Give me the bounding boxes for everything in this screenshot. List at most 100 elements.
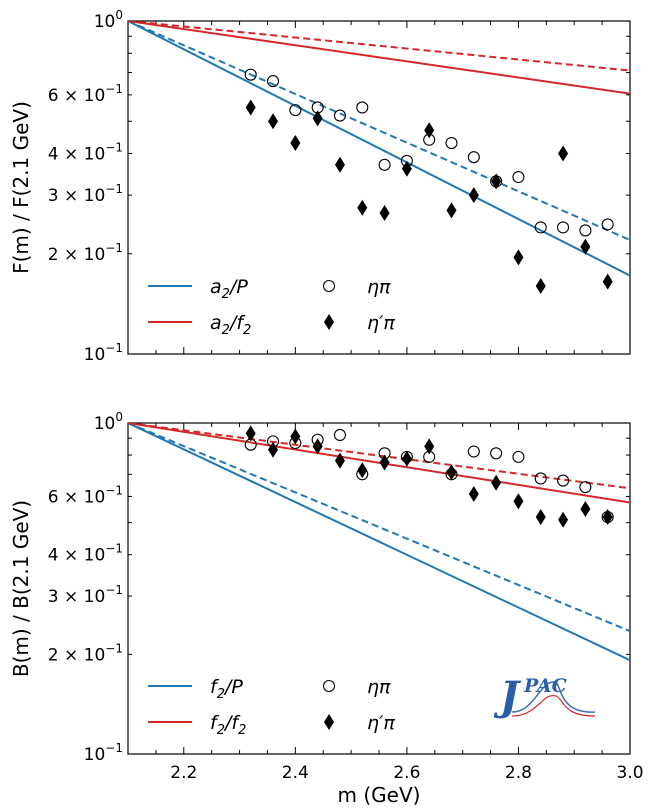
y-tick-label-base: 3 × 10 — [48, 186, 106, 206]
point-etaprime-pi-7 — [401, 450, 412, 467]
point-eta-pi-15 — [579, 224, 592, 237]
point-etaprime-pi-13 — [535, 278, 546, 295]
point-etaprime-pi-2 — [290, 428, 301, 445]
y-tick-label-exp: −1 — [105, 542, 123, 556]
legend-label-eta-pi: ηπ — [367, 676, 391, 698]
y-tick-label-exp: −1 — [105, 141, 123, 155]
plot-area — [128, 21, 630, 295]
point-eta-pi-16 — [601, 218, 614, 231]
legend-label-etaprime-pi: η′π — [367, 712, 395, 734]
legend-label-1-tail: /P — [223, 676, 243, 698]
legend-label-1-base: a — [210, 276, 222, 298]
legend-marker-diamond — [324, 714, 334, 730]
y-tick-label: 4 × 10−1 — [48, 141, 123, 165]
series-line-3 — [128, 423, 630, 490]
point-etaprime-pi-12 — [513, 249, 524, 266]
point-etaprime-pi-11 — [491, 173, 502, 190]
y-tick-label: 100 — [94, 8, 123, 32]
y-axis-label: B(m) / B(2.1 GeV) — [9, 500, 33, 677]
legend-label-2-sub2: 2 — [238, 723, 246, 738]
point-etaprime-pi-3 — [312, 438, 323, 455]
x-tick-label: 3.0 — [616, 763, 643, 783]
point-etaprime-pi-6 — [379, 454, 390, 471]
point-etaprime-pi-11 — [491, 474, 502, 491]
legend-label-2-mid: /f — [223, 712, 241, 734]
y-tick-label: 3 × 10−1 — [48, 182, 123, 206]
point-etaprime-pi-2 — [290, 135, 301, 152]
point-eta-pi-1 — [266, 75, 280, 88]
legend-marker-diamond — [324, 314, 334, 330]
legend-label-eta-pi: ηπ — [367, 276, 391, 298]
legend-marker-circle — [322, 679, 336, 693]
point-eta-pi-2 — [289, 104, 302, 117]
point-etaprime-pi-13 — [535, 509, 546, 526]
series-line-2 — [128, 423, 630, 504]
legend-label-2-base: a — [210, 312, 222, 334]
point-etaprime-pi-10 — [468, 187, 479, 204]
y-tick-label: 10−1 — [84, 741, 123, 765]
y-tick-label-exp: 0 — [115, 410, 123, 424]
y-tick-label: 4 × 10−1 — [48, 542, 123, 566]
point-eta-pi-12 — [512, 450, 525, 463]
point-etaprime-pi-4 — [334, 156, 345, 173]
point-eta-pi-0 — [244, 68, 257, 81]
y-tick-label-base: 10 — [84, 745, 106, 765]
y-tick-label-base: 3 × 10 — [48, 587, 106, 607]
y-tick-label-base: 10 — [94, 414, 116, 434]
y-tick-label: 2 × 10−1 — [48, 241, 123, 265]
point-etaprime-pi-0 — [245, 425, 256, 442]
y-tick-label-base: 6 × 10 — [48, 86, 106, 106]
logo-curve-red — [511, 695, 596, 717]
point-eta-pi-15 — [579, 481, 592, 494]
x-tick-label: 2.8 — [505, 763, 532, 783]
point-etaprime-pi-0 — [245, 99, 256, 116]
point-eta-pi-13 — [534, 472, 547, 485]
point-etaprime-pi-5 — [357, 199, 368, 216]
point-eta-pi-6 — [378, 158, 391, 171]
point-eta-pi-12 — [512, 170, 525, 184]
legend-label-2-sub: 2 — [217, 723, 225, 738]
legend-label-2-sub2: 2 — [243, 323, 251, 338]
legend-label-2: f2/f2 — [210, 712, 246, 738]
point-etaprime-pi-6 — [379, 205, 390, 222]
y-tick-label-base: 2 × 10 — [48, 645, 106, 665]
point-etaprime-pi-16 — [602, 509, 613, 526]
logo-letters-pac: PAC — [523, 675, 567, 697]
legend-label-etaprime-pi: η′π — [367, 312, 395, 334]
point-etaprime-pi-14 — [558, 145, 569, 162]
series-line-1 — [128, 21, 630, 241]
legend-label-1-tail: /P — [228, 276, 248, 298]
point-etaprime-pi-16 — [602, 273, 613, 290]
point-eta-pi-5 — [356, 101, 369, 114]
legend-label-1-sub: 2 — [217, 687, 225, 702]
logo-letter-j: J — [493, 673, 522, 720]
y-tick-label: 6 × 10−1 — [48, 483, 123, 507]
point-etaprime-pi-1 — [268, 441, 279, 458]
plot-frame — [127, 20, 631, 355]
logo-curve-blue — [511, 681, 596, 713]
series-line-1 — [128, 423, 630, 633]
y-tick-label-exp: −1 — [105, 82, 123, 96]
point-etaprime-pi-7 — [401, 160, 412, 177]
point-etaprime-pi-14 — [558, 511, 569, 528]
legend-label-1-base: f — [210, 676, 220, 698]
point-etaprime-pi-12 — [513, 493, 524, 510]
x-tick-label: 2.2 — [170, 763, 197, 783]
y-tick-label: 2 × 10−1 — [48, 641, 123, 665]
point-etaprime-pi-5 — [357, 462, 368, 479]
legend-label-2-base: f — [210, 712, 220, 734]
legend-label-1-sub: 2 — [222, 287, 230, 302]
point-etaprime-pi-15 — [580, 238, 591, 255]
point-etaprime-pi-4 — [334, 452, 345, 469]
y-tick-label-exp: −1 — [105, 182, 123, 196]
y-tick-label: 100 — [94, 410, 123, 434]
x-axis-label: m (GeV) — [338, 783, 421, 807]
point-etaprime-pi-15 — [580, 500, 591, 517]
legend-label-2-mid: /f — [228, 312, 246, 334]
y-tick-label-exp: 0 — [115, 8, 123, 22]
point-etaprime-pi-9 — [446, 464, 457, 481]
y-tick-label-base: 10 — [94, 12, 116, 32]
